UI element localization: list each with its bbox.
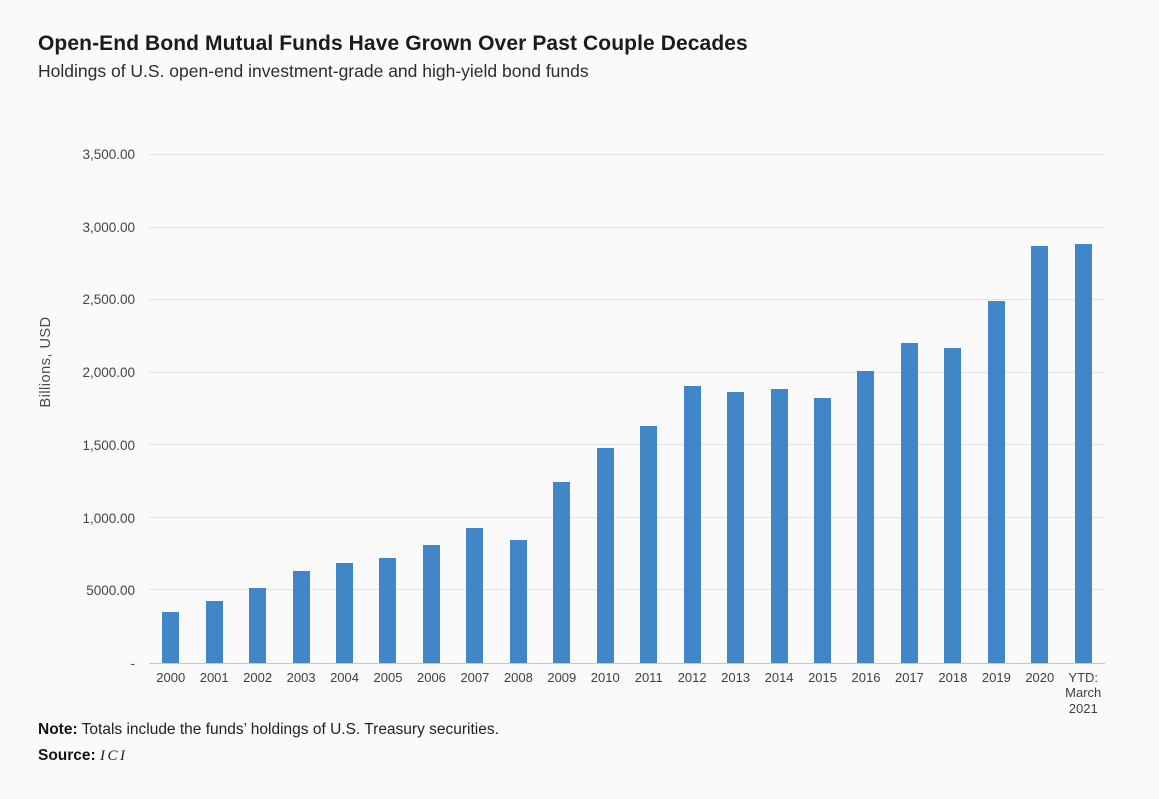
bar-slot [323, 155, 366, 663]
bar-2020 [1031, 246, 1049, 663]
x-tick-label: 2012 [677, 670, 707, 685]
gridline-500 [149, 589, 1105, 591]
note-label: Note: [38, 721, 78, 738]
bar-2002 [249, 588, 267, 663]
x-tick-label: 2001 [199, 670, 229, 685]
gridline-3500 [149, 154, 1105, 155]
bar-2018 [944, 348, 962, 663]
bar-2010 [596, 448, 614, 663]
gridline-2000 [149, 371, 1105, 373]
x-tick-label: 2018 [938, 670, 968, 685]
note-text: Totals include the funds’ holdings of U.… [81, 721, 499, 738]
bar-2012 [683, 385, 701, 663]
bar-slot [757, 155, 800, 663]
bar-2001 [205, 601, 223, 663]
x-tick-label: 2015 [808, 670, 837, 685]
source-label: Source: [38, 747, 96, 764]
x-tick-label: YTD: March 2021 [1065, 670, 1102, 716]
gridline-3000 [149, 226, 1105, 228]
x-tick-label: 2007 [460, 670, 490, 685]
page-subtitle: Holdings of U.S. open-end investment-gra… [38, 61, 589, 81]
gridline-1000 [149, 516, 1105, 518]
bar-slot [236, 155, 279, 663]
x-tick-label: 2006 [416, 670, 446, 685]
bar-slot [1062, 155, 1105, 663]
bar-slot [366, 155, 409, 663]
x-tick-label: 2010 [590, 670, 620, 685]
y-tick-label: 3,500.00 [82, 147, 135, 162]
x-tick-label: 2019 [981, 670, 1011, 685]
bar-slot [627, 155, 670, 663]
x-tick-label: 2016 [851, 670, 881, 685]
bar-2011 [640, 426, 658, 663]
y-tick-label: 2,000.00 [82, 365, 135, 381]
page-title: Open-End Bond Mutual Funds Have Grown Ov… [38, 32, 748, 55]
bar-ytd-march-2021 [1074, 243, 1092, 663]
source-text: ICI [100, 748, 128, 764]
bar-2014 [770, 388, 788, 663]
y-tick-label: - [130, 656, 136, 671]
bar-2006 [422, 544, 440, 663]
gridline-1500 [149, 444, 1105, 446]
x-tick-label: 2002 [243, 670, 273, 685]
source-row: Source: ICI [38, 747, 128, 765]
x-tick-label: 2013 [721, 670, 751, 685]
y-tick-label: 1,500.00 [82, 437, 135, 453]
bar-2003 [292, 570, 310, 663]
x-tick-label: 2020 [1025, 670, 1055, 685]
bar-slot [888, 155, 931, 663]
bar-slot [453, 155, 496, 663]
x-tick-label: 2008 [503, 670, 533, 685]
bar-2016 [857, 371, 875, 663]
y-tick-label: 3,000.00 [82, 219, 135, 235]
bar-slot [670, 155, 713, 663]
x-tick-label: 2011 [634, 670, 663, 685]
bar-2004 [336, 562, 354, 663]
y-tick-label: 5000.00 [86, 583, 135, 599]
x-tick-label: 2017 [894, 670, 924, 685]
bar-slot [540, 155, 583, 663]
bar-slot [801, 155, 844, 663]
plot-area [149, 154, 1105, 664]
x-tick-label: 2014 [764, 670, 794, 685]
bar-slot [279, 155, 322, 663]
bar-slot [584, 155, 627, 663]
x-tick-label: 2009 [547, 670, 577, 685]
note-row: Note: Totals include the funds’ holdings… [38, 721, 499, 739]
bar-2008 [509, 539, 527, 663]
bar-slot [931, 155, 974, 663]
bar-2005 [379, 557, 397, 663]
bar-2000 [162, 612, 180, 663]
bar-2019 [987, 300, 1005, 663]
bar-slot [844, 155, 887, 663]
y-axis-tick-labels: 3,500.00 3,000.00 2,500.00 2,000.00 1,500.00… [0, 147, 135, 671]
bar-2017 [900, 342, 918, 663]
x-tick-label: 2000 [156, 670, 186, 685]
x-tick-label: 2003 [286, 670, 316, 685]
bar-slot [497, 155, 540, 663]
bar-slot [975, 155, 1018, 663]
x-tick-label: 2005 [373, 670, 403, 685]
bar-2009 [553, 482, 571, 663]
bar-2015 [814, 398, 832, 663]
bar-slot [149, 155, 192, 663]
bar-series [149, 155, 1105, 663]
gridline-2500 [149, 299, 1105, 301]
x-axis-tick-labels: 2000 2001 2002 2003 2004 2005 2006 2007 2008 2009… [149, 670, 1105, 716]
y-tick-label: 1,000.00 [82, 510, 135, 526]
y-tick-label: 2,500.00 [82, 292, 135, 308]
bar-slot [410, 155, 453, 663]
bar-2013 [727, 392, 745, 663]
bar-slot [714, 155, 757, 663]
x-tick-label: 2004 [330, 670, 359, 685]
bar-slot [192, 155, 235, 663]
bar-2007 [466, 528, 484, 663]
bar-slot [1018, 155, 1061, 663]
